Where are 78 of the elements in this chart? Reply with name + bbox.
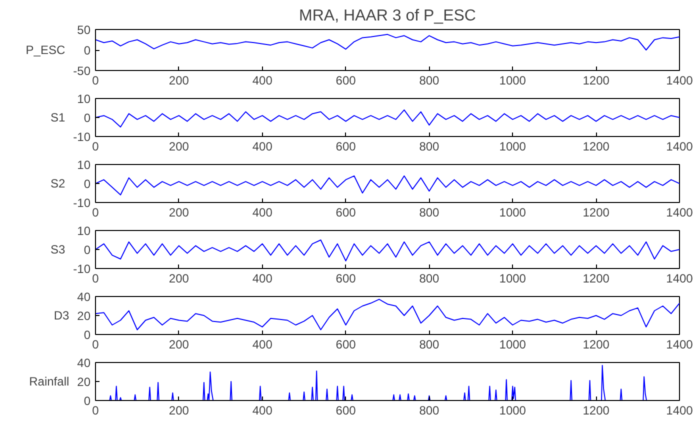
- x-tick-label: 1000: [499, 272, 526, 286]
- x-tick-label: 1000: [499, 338, 526, 352]
- y-tick-label: 0: [84, 44, 91, 58]
- y-tick-label: 20: [77, 375, 91, 389]
- y-tick-label: 20: [77, 309, 91, 323]
- y-axis-title: S2: [50, 176, 66, 190]
- x-tick-label: 0: [92, 140, 100, 154]
- y-axis-title: Rainfall: [29, 374, 70, 388]
- x-tick-label: 1200: [582, 338, 610, 352]
- x-tick-label: 800: [419, 74, 440, 88]
- x-tick-label: 600: [336, 140, 356, 154]
- x-tick-label: 600: [336, 206, 356, 220]
- chart-title: MRA, HAAR 3 of P_ESC: [299, 8, 476, 24]
- x-tick-label: 800: [419, 140, 440, 154]
- y-tick-label: 0: [84, 111, 91, 125]
- x-tick-label: 0: [92, 404, 100, 418]
- x-tick-label: 400: [252, 404, 273, 418]
- x-tick-label: 800: [419, 404, 440, 418]
- x-tick-label: 800: [419, 206, 440, 220]
- x-tick-label: 800: [419, 338, 440, 352]
- x-tick-label: 1000: [499, 404, 526, 418]
- x-tick-label: 0: [92, 74, 100, 88]
- x-tick-label: 1400: [666, 206, 693, 220]
- x-tick-label: 400: [252, 74, 273, 88]
- y-tick-label: -10: [73, 130, 91, 144]
- y-tick-label: -10: [73, 262, 91, 276]
- line-series: [96, 175, 680, 196]
- x-tick-label: 400: [252, 206, 273, 220]
- x-tick-label: 600: [336, 338, 356, 352]
- y-tick-label: 0: [84, 394, 91, 408]
- y-axis-title: S1: [50, 110, 66, 124]
- x-tick-label: 800: [419, 272, 440, 286]
- y-tick-label: 0: [84, 177, 91, 191]
- y-tick-label: 0: [84, 328, 91, 342]
- line-series: [96, 240, 680, 262]
- x-tick-label: 200: [168, 74, 190, 88]
- x-tick-label: 1400: [666, 272, 693, 286]
- x-tick-label: 200: [168, 140, 190, 154]
- x-tick-label: 0: [92, 338, 100, 352]
- x-tick-label: 1400: [666, 140, 693, 154]
- y-tick-label: 10: [77, 92, 91, 106]
- x-tick-label: 400: [252, 272, 273, 286]
- x-tick-label: 200: [168, 338, 190, 352]
- x-tick-label: 200: [168, 272, 190, 286]
- y-tick-label: 40: [77, 290, 91, 304]
- y-axis-title: P_ESC: [26, 43, 66, 57]
- y-tick-label: 0: [84, 243, 91, 257]
- line-series: [96, 109, 680, 128]
- x-tick-label: 1200: [582, 404, 610, 418]
- y-axis-title: D3: [54, 308, 70, 322]
- x-tick-label: 200: [168, 404, 190, 418]
- x-tick-label: 0: [92, 206, 100, 220]
- x-tick-label: 1200: [582, 140, 610, 154]
- x-tick-label: 1000: [499, 206, 526, 220]
- y-tick-label: -50: [73, 64, 91, 78]
- x-tick-label: 400: [252, 338, 273, 352]
- y-tick-label: 10: [77, 158, 91, 172]
- x-tick-label: 1200: [582, 206, 610, 220]
- x-tick-label: 0: [92, 272, 100, 286]
- x-tick-label: 1400: [666, 404, 693, 418]
- x-tick-label: 400: [252, 140, 273, 154]
- x-tick-label: 1000: [499, 74, 526, 88]
- x-tick-label: 1400: [666, 338, 693, 352]
- x-tick-label: 1400: [666, 74, 693, 88]
- y-tick-label: -10: [73, 196, 91, 210]
- x-tick-label: 600: [336, 272, 356, 286]
- x-tick-label: 1000: [499, 140, 526, 154]
- x-tick-label: 1200: [582, 74, 610, 88]
- x-tick-label: 1200: [582, 272, 610, 286]
- x-tick-label: 600: [336, 74, 356, 88]
- y-axis-title: S3: [50, 242, 66, 256]
- y-tick-label: 40: [77, 356, 91, 370]
- x-tick-label: 200: [168, 206, 190, 220]
- line-series: [96, 34, 680, 50]
- line-series: [96, 298, 680, 330]
- y-tick-label: 50: [77, 23, 91, 37]
- y-tick-label: 10: [77, 224, 91, 238]
- x-tick-label: 600: [336, 404, 356, 418]
